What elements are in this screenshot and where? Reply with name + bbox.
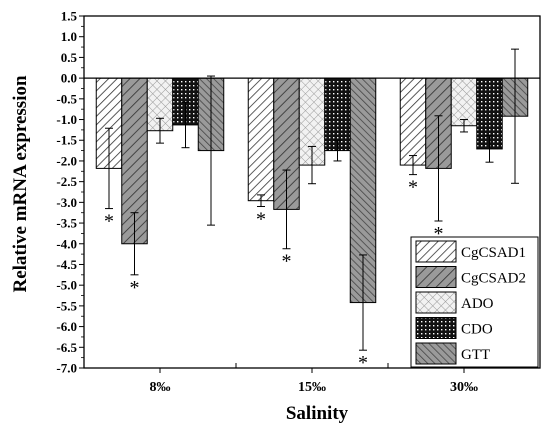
y-tick-label: -2.0 [56,153,77,168]
error-bars-layer [105,48,519,351]
legend-label-cgcsad2: CgCSAD2 [461,271,526,287]
y-tick-label: -3.0 [56,195,77,210]
y-tick-label: -1.0 [56,112,77,127]
y-tick-label: 1.5 [61,9,78,24]
y-tick-label: -2.5 [56,174,77,189]
legend-swatch-ado [415,291,457,314]
x-tick-label: 30‰ [450,380,478,395]
significance-star: * [434,223,444,245]
y-tick-label: -5.5 [56,298,77,313]
x-axis-label: Salinity [286,403,349,424]
legend-label-cgcsad1: CgCSAD1 [461,245,526,261]
x-tick-label: 15‰ [298,380,326,395]
legend-swatch-cgcsad1 [415,240,457,263]
y-tick-label: 1.0 [61,29,77,44]
legend-swatch-cgcsad2 [415,266,457,288]
significance-star: * [358,352,368,374]
y-tick-label: -6.0 [56,319,77,334]
legend-label-cdo: CDO [461,322,493,338]
axes: -7.0 -6.5 -6.0 -5.5 -5.0 -4.5 -4.0 -3.5 -3.0 -2.5… [56,9,541,395]
y-tick-label: -1.5 [56,133,77,148]
significance-layer: * * * * * * * [104,177,444,375]
bar-ado [450,77,478,127]
legend-swatch-cdo [415,317,457,339]
x-tick-label: 8‰ [150,380,171,395]
legend-swatch-gtt [415,342,457,365]
significance-star: * [408,177,418,199]
significance-star: * [282,251,292,273]
y-tick-label: 0.5 [61,50,78,65]
bar-cdo [324,77,351,152]
significance-star: * [130,277,140,299]
y-tick-label: 0.0 [61,71,77,86]
y-axis-label: Relative mRNA expression [10,75,31,293]
legend: CgCSAD1 CgCSAD2 ADO CDO GTT [410,236,539,368]
legend-label-gtt: GTT [461,347,490,363]
y-tick-label: -3.5 [56,216,77,231]
bar-cgcsad1 [247,77,275,202]
y-tick-label: -4.5 [56,257,77,272]
significance-star: * [104,211,114,233]
bar-cgcsad1 [399,77,427,166]
y-tick-label: -5.0 [56,278,77,293]
y-tick-label: -6.5 [56,340,77,355]
significance-star: * [256,208,266,230]
y-tick-label: -4.0 [56,236,77,251]
legend-label-ado: ADO [461,296,494,312]
y-tick-label: -7.0 [56,361,77,376]
y-tick-label: -0.5 [56,91,77,106]
